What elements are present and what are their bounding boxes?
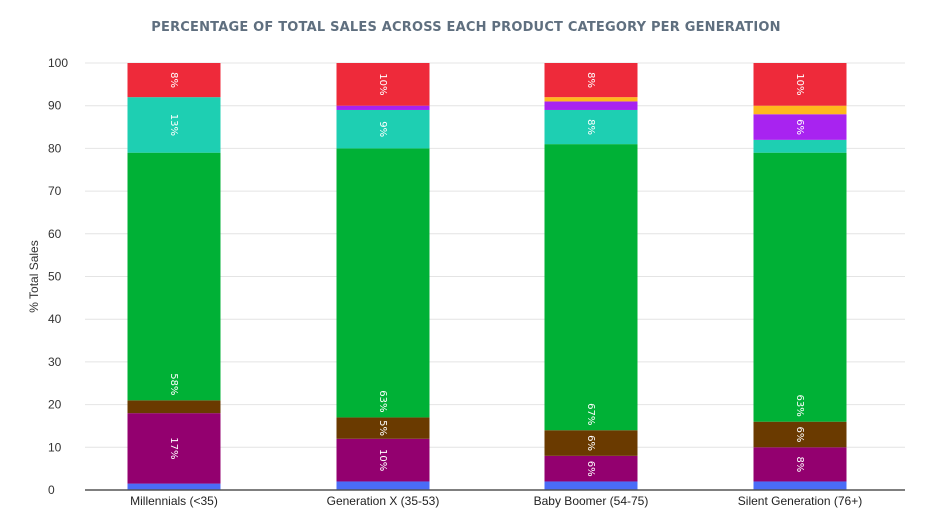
y-tick-label: 30: [48, 355, 62, 369]
data-label: 9%: [377, 121, 388, 137]
data-label: 8%: [585, 72, 596, 88]
bar-segment: [753, 114, 847, 140]
bar-segment: [127, 413, 221, 484]
bar-segment: [127, 400, 221, 414]
data-label: 6%: [585, 461, 596, 477]
bar-segment: [336, 109, 430, 149]
bar-segment: [544, 109, 638, 145]
bar-segment: [544, 455, 638, 482]
y-tick-label: 80: [48, 141, 62, 155]
bar-segment: [336, 417, 430, 439]
x-axis-categories: Millennials (<35) Generation X (35-53) Bab…: [130, 494, 862, 508]
data-label: 10%: [377, 449, 388, 471]
bar-segment: [753, 152, 847, 422]
bars: [127, 63, 847, 490]
data-label: 17%: [168, 437, 179, 459]
x-category-label: Silent Generation (76+): [738, 494, 862, 508]
y-axis-title: % Total Sales: [27, 240, 41, 313]
data-label: 8%: [794, 456, 805, 472]
bar-segment: [753, 481, 847, 490]
y-tick-label: 100: [48, 56, 68, 70]
data-label: 63%: [794, 395, 805, 417]
bar-segment: [753, 105, 847, 115]
y-tick-label: 90: [48, 99, 62, 113]
data-label: 5%: [377, 420, 388, 436]
y-axis-ticks: 0 10 20 30 40 50 60 70 80 90 100: [48, 56, 68, 497]
y-tick-label: 10: [48, 440, 62, 454]
data-label: 13%: [168, 114, 179, 136]
bar-segment: [336, 148, 430, 418]
chart-title: PERCENTAGE OF TOTAL SALES ACROSS EACH PR…: [151, 20, 781, 35]
bar-segment: [127, 483, 221, 490]
y-tick-label: 0: [48, 483, 55, 497]
bar-segment: [753, 63, 847, 106]
data-label: 6%: [585, 435, 596, 451]
data-label: 10%: [794, 73, 805, 95]
bar-segment: [127, 97, 221, 153]
data-label: 10%: [377, 73, 388, 95]
y-tick-label: 70: [48, 184, 62, 198]
y-tick-label: 40: [48, 312, 62, 326]
bar-segment: [127, 152, 221, 401]
x-category-label: Baby Boomer (54-75): [534, 494, 649, 508]
bar-segment: [544, 481, 638, 490]
bar-segment: [544, 430, 638, 456]
data-labels: 17% 58% 13% 8% 10% 5% 63% 9% 10% 6% 6% 67% 8% 8% 8% 6% 6…: [168, 72, 805, 476]
bar-segment: [544, 144, 638, 431]
data-label: 63%: [377, 390, 388, 412]
y-tick-label: 50: [48, 270, 62, 284]
data-label: 67%: [585, 403, 596, 425]
bar-segment: [753, 447, 847, 482]
bar-segment: [753, 421, 847, 448]
x-category-label: Millennials (<35): [130, 494, 218, 508]
bar-segment: [336, 63, 430, 106]
bar-segment: [336, 105, 430, 110]
bar-segment: [127, 63, 221, 98]
bar-segment: [544, 101, 638, 110]
data-label: 8%: [585, 119, 596, 135]
x-category-label: Generation X (35-53): [327, 494, 440, 508]
bar-segment: [544, 97, 638, 102]
data-label: 6%: [794, 119, 805, 135]
y-tick-label: 60: [48, 227, 62, 241]
bar-segment: [753, 139, 847, 153]
data-label: 58%: [168, 373, 179, 395]
bar-segment: [336, 438, 430, 482]
bar-segment: [336, 481, 430, 490]
data-label: 6%: [794, 427, 805, 443]
y-tick-label: 20: [48, 398, 62, 412]
data-label: 8%: [168, 72, 179, 88]
bar-segment: [544, 63, 638, 98]
